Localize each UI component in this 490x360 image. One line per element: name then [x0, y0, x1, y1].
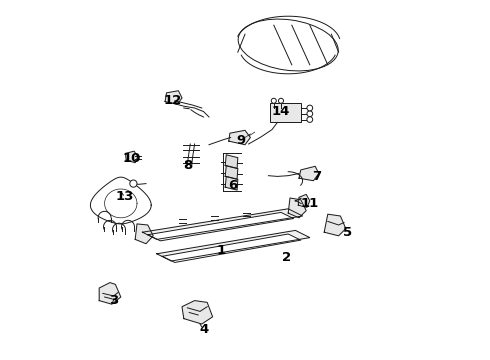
Text: 4: 4 — [199, 323, 208, 336]
Ellipse shape — [238, 19, 338, 71]
Polygon shape — [324, 214, 346, 236]
Text: 2: 2 — [282, 251, 291, 264]
Polygon shape — [162, 234, 301, 262]
Circle shape — [130, 180, 137, 187]
Polygon shape — [298, 194, 310, 207]
Polygon shape — [157, 230, 310, 261]
Polygon shape — [182, 301, 213, 324]
Polygon shape — [225, 166, 238, 179]
Bar — [270, 103, 301, 122]
Polygon shape — [299, 166, 319, 181]
Polygon shape — [229, 130, 250, 145]
Text: 7: 7 — [313, 170, 321, 183]
Text: 14: 14 — [272, 105, 290, 118]
Text: 9: 9 — [237, 134, 246, 147]
Polygon shape — [125, 151, 138, 163]
Polygon shape — [288, 198, 306, 218]
Polygon shape — [99, 283, 121, 304]
Polygon shape — [143, 209, 303, 239]
Circle shape — [271, 98, 276, 103]
Circle shape — [307, 111, 313, 117]
Text: 5: 5 — [343, 226, 352, 239]
Polygon shape — [225, 176, 238, 190]
Circle shape — [307, 117, 313, 122]
Text: 11: 11 — [301, 197, 319, 210]
Text: 8: 8 — [183, 159, 192, 172]
Text: 6: 6 — [228, 179, 237, 192]
Polygon shape — [148, 212, 294, 241]
Text: 10: 10 — [122, 152, 141, 165]
Text: 3: 3 — [109, 294, 118, 307]
Circle shape — [307, 105, 313, 111]
Circle shape — [278, 98, 284, 103]
Polygon shape — [165, 91, 182, 104]
Text: 12: 12 — [164, 94, 182, 107]
Text: 1: 1 — [217, 244, 226, 257]
Text: 13: 13 — [115, 190, 134, 203]
Polygon shape — [225, 155, 238, 168]
Polygon shape — [135, 224, 153, 244]
